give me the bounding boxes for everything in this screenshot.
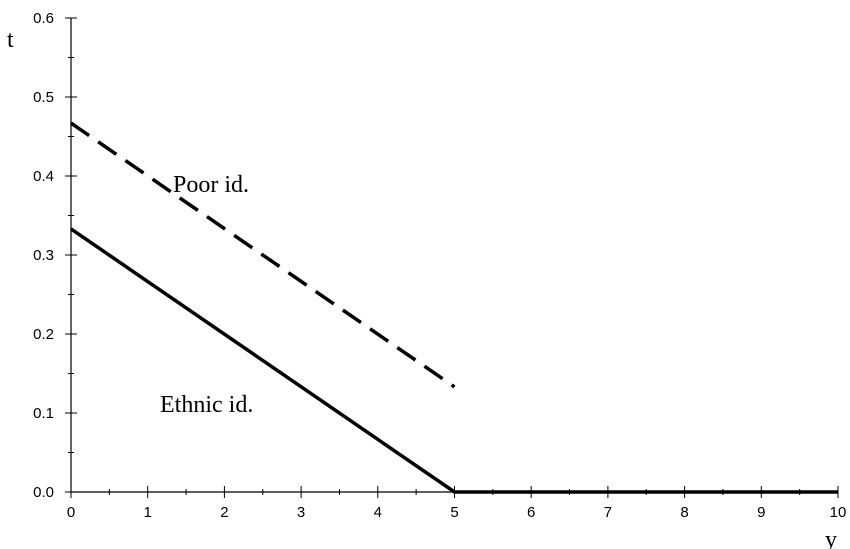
axes xyxy=(70,18,838,493)
y-tick-label: 0.6 xyxy=(33,10,54,27)
x-tick-label: 2 xyxy=(220,504,228,521)
series-layer xyxy=(70,121,838,494)
ethnic-id-line xyxy=(70,227,838,494)
y-axis-label: t xyxy=(7,27,14,53)
y-tick-label: 0.2 xyxy=(33,326,54,343)
x-ticks: 0 1 2 3 4 5 6 7 8 9 10 xyxy=(67,486,847,521)
y-tick-label: 0.3 xyxy=(33,247,54,264)
x-axis-label: y xyxy=(825,527,837,549)
x-tick-label: 3 xyxy=(297,504,305,521)
y-ticks: 0.0 0.1 0.2 0.3 0.4 0.5 0.6 xyxy=(33,10,77,501)
x-tick-label: 0 xyxy=(67,504,75,521)
y-tick-label: 0.5 xyxy=(33,89,54,106)
y-tick-label: 0.1 xyxy=(33,405,54,422)
x-tick-label: 5 xyxy=(450,504,458,521)
y-tick-label: 0.4 xyxy=(33,168,54,185)
x-tick-label: 10 xyxy=(830,504,847,521)
x-tick-label: 9 xyxy=(757,504,765,521)
poor-id-annotation: Poor id. xyxy=(173,172,249,198)
x-tick-label: 7 xyxy=(604,504,612,521)
x-tick-label: 1 xyxy=(144,504,152,521)
ethnic-id-annotation: Ethnic id. xyxy=(160,392,253,418)
x-tick-label: 4 xyxy=(374,504,382,521)
poor-id-line xyxy=(70,121,456,389)
x-tick-label: 6 xyxy=(527,504,535,521)
x-tick-label: 8 xyxy=(680,504,688,521)
y-tick-label: 0.0 xyxy=(33,484,54,501)
